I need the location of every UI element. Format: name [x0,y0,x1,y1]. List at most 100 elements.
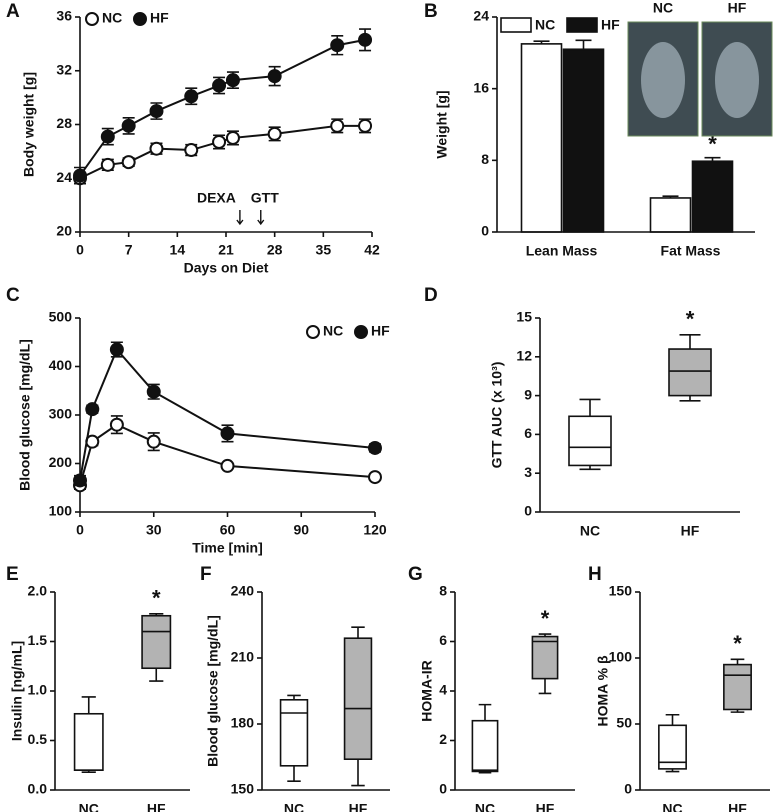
x-axis-label: Days on Diet [184,260,269,276]
series-line [79,124,366,180]
whisker-low [351,759,365,787]
data-point [330,38,345,53]
significance-marker: * [733,631,742,656]
data-point [149,141,164,156]
box [471,719,499,773]
x-tick-label: 14 [170,242,186,258]
annotation: GTT [251,190,279,206]
data-point [267,69,282,84]
x-tick-label: 60 [220,522,236,538]
legend-marker [133,12,147,26]
y-axis-label: GTT AUC (x 10³) [489,362,505,469]
legend-label: NC [323,323,343,339]
whisker-low [287,765,301,782]
data-point [184,89,199,104]
x-tick-label: 21 [218,242,234,258]
y-tick-label: 12 [516,348,532,364]
data-point [73,168,87,183]
y-tick-label: 180 [231,715,255,731]
y-tick-label: 0 [524,503,532,519]
y-tick-label: 210 [231,649,255,665]
x-tick-label: NC [580,523,600,539]
legend-marker [85,12,99,26]
data-point [225,73,240,88]
data-point [149,104,164,119]
y-tick-label: 500 [49,309,73,325]
x-tick-label: 35 [316,242,332,258]
data-point [146,434,161,449]
bar [562,48,605,233]
x-tick-label: NC [284,801,304,812]
x-tick-label: NC [475,801,495,812]
y-tick-label: 2.0 [28,583,48,599]
box [568,415,612,467]
whisker-high [665,713,680,726]
panel-label: C [6,285,20,306]
legend-swatch [500,17,532,33]
y-tick-label: 28 [56,115,72,131]
y-tick-label: 24 [473,8,489,24]
legend-label: HF [150,10,169,26]
legend-swatch [566,17,598,33]
y-tick-label: 150 [231,781,255,797]
bar [649,197,692,233]
bar [691,160,734,233]
data-point [368,440,382,455]
data-point [267,126,282,141]
panel-label: D [424,285,438,306]
series-line [79,38,366,177]
annotation-arrow [257,210,265,226]
x-tick-label: HF [536,801,555,812]
inset-label: NC [653,0,673,16]
y-axis-label: HOMA-IR [419,660,435,721]
box [531,635,559,680]
panel-label: B [424,1,438,22]
x-tick-label: HF [681,523,700,539]
significance-marker: * [686,307,695,332]
x-tick-label: NC [662,801,682,812]
data-point [225,130,240,145]
data-point [100,157,115,172]
y-axis-label: HOMA % β [595,655,611,726]
y-tick-label: 24 [56,169,72,185]
y-tick-label: 20 [56,223,72,239]
series-line [79,347,376,481]
x-tick-label: HF [349,801,368,812]
data-point [330,118,345,133]
data-point [73,473,87,488]
whisker-high [679,334,701,350]
significance-marker: * [708,131,717,156]
data-point [358,32,373,47]
whisker-low [538,678,552,695]
x-tick-label: 0 [76,242,84,258]
whisker-low [149,668,164,682]
significance-marker: * [541,606,550,631]
y-tick-label: 150 [609,583,633,599]
y-tick-label: 50 [616,715,632,731]
y-tick-label: 3 [524,464,532,480]
box [343,637,373,761]
legend-marker [354,325,368,339]
y-tick-label: 8 [439,583,447,599]
y-tick-label: 0.0 [28,781,48,797]
annotation: DEXA [197,190,236,206]
y-tick-label: 15 [516,309,532,325]
y-tick-label: 36 [56,8,72,24]
y-tick-label: 0 [439,781,447,797]
x-tick-label: Fat Mass [661,243,721,259]
data-point [220,458,235,473]
y-tick-label: 2 [439,731,447,747]
whisker-high [478,703,492,721]
x-tick-label: 42 [364,242,380,258]
whisker-low [679,395,701,402]
y-tick-label: 9 [524,386,532,402]
x-axis-label: Time [min] [192,540,263,556]
panel-label: G [408,564,423,585]
y-tick-label: 6 [524,425,532,441]
whisker-high [579,398,601,417]
data-point [368,470,382,485]
box [279,698,309,767]
panel-label: A [6,1,20,22]
data-point [121,155,136,170]
y-tick-label: 100 [609,649,633,665]
